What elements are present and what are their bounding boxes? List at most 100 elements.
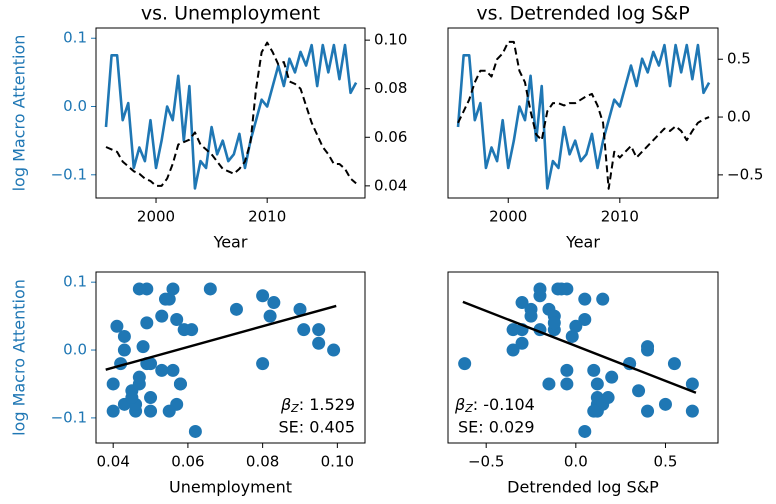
- fit-line: [462, 300, 697, 394]
- x-tick-label: 2010: [248, 208, 286, 226]
- scatter-point: [117, 329, 131, 343]
- y2-tick-label: 0.06: [374, 128, 407, 146]
- x-tick-label: 2000: [137, 208, 175, 226]
- plot-area: [458, 282, 699, 438]
- scatter-point: [632, 384, 646, 398]
- scatter-point: [515, 336, 529, 350]
- plot-area: [104, 41, 358, 190]
- axes-frame: [447, 271, 719, 444]
- x-tick-label: 0.0: [564, 453, 588, 471]
- scatter-point: [166, 363, 180, 377]
- scatter-point: [263, 309, 277, 323]
- scatter-point: [267, 296, 281, 310]
- y-tick-label: 0.0: [63, 341, 87, 359]
- y2-tick-label: 0.0: [727, 108, 751, 126]
- scatter-point: [601, 391, 615, 405]
- axes-frame: [95, 27, 366, 199]
- scatter-point: [312, 336, 326, 350]
- y-tick-label: −0.1: [51, 165, 87, 183]
- line-series: [456, 43, 711, 190]
- line-series: [457, 40, 710, 190]
- scatter-point: [110, 319, 124, 333]
- y-axis-label: log Macro Attention: [10, 35, 29, 192]
- x-tick-label: 0.5: [654, 453, 678, 471]
- scatter-point: [144, 404, 158, 418]
- y2-tick-label: −0.5: [727, 165, 763, 183]
- annotation-se: SE: 0.405: [278, 418, 355, 437]
- scatter-point: [106, 377, 120, 391]
- scatter-point: [506, 323, 520, 337]
- scatter-point: [590, 377, 604, 391]
- line-series: [105, 41, 357, 187]
- beta-value: : 1.529: [299, 395, 355, 414]
- y-tick-label: −0.1: [51, 408, 87, 426]
- scatter-point: [229, 302, 243, 316]
- annotation-beta: βZ: 1.529: [280, 395, 355, 416]
- x-tick-label: 2010: [601, 208, 639, 226]
- x-axis-label: Detrended log S&P: [507, 478, 659, 497]
- scatter-point: [569, 319, 583, 333]
- x-tick-label: 0.10: [321, 453, 354, 471]
- plot-area: [456, 40, 711, 190]
- scatter-point: [185, 323, 199, 337]
- scatter-point: [136, 340, 150, 354]
- scatter-point: [155, 309, 169, 323]
- scatter-point: [560, 282, 574, 296]
- scatter-point: [293, 302, 307, 316]
- subplot: vs. Detrended log S&P Year 2000 2010 −0.5 0.0…: [447, 3, 763, 252]
- y2-tick-label: 0.08: [374, 79, 407, 97]
- scatter-point: [515, 296, 529, 310]
- scatter-point: [547, 316, 561, 330]
- scatter-point: [170, 313, 184, 326]
- plot-area: [105, 282, 341, 438]
- x-tick-label: −0.5: [468, 453, 504, 471]
- scatter-point: [125, 391, 139, 405]
- scatter-point: [106, 404, 120, 418]
- subplot: Detrended log S&P−0.5 0.0 0.5 βZ: -0.104 SE:…: [447, 271, 719, 497]
- scatter-point: [560, 363, 574, 377]
- line-series: [104, 43, 358, 190]
- scatter-point: [132, 370, 146, 384]
- x-tick-label: 0.04: [96, 453, 129, 471]
- beta-subscript: Z: [464, 402, 473, 415]
- scatter-point: [596, 292, 610, 306]
- axes-frame: [447, 27, 719, 199]
- scatter-point: [327, 343, 341, 357]
- x-axis-label: Unemployment: [169, 478, 292, 497]
- scatter-point: [166, 282, 180, 296]
- scatter-point: [685, 377, 699, 391]
- scatter-point: [587, 363, 601, 377]
- scatter-point: [533, 282, 547, 296]
- y-tick-label: 0.1: [63, 273, 87, 291]
- scatter-point: [256, 357, 270, 371]
- scatter-point: [641, 404, 655, 418]
- scatter-point: [256, 289, 270, 303]
- beta-symbol: β: [280, 395, 291, 414]
- scatter-point: [117, 343, 131, 357]
- scatter-point: [578, 313, 592, 326]
- scatter-point: [158, 292, 172, 306]
- x-axis-label: Year: [213, 233, 248, 252]
- subplot: vs. Unemployment Year log Macro Attention 2…: [10, 3, 408, 252]
- scatter-point: [162, 404, 176, 418]
- scatter-point: [641, 343, 655, 357]
- y-tick-label: 0.1: [63, 29, 87, 47]
- scatter-point: [578, 292, 592, 306]
- y2-tick-label: 0.04: [374, 176, 407, 194]
- y-axis-label: log Macro Attention: [10, 279, 29, 436]
- subplot: Unemployment log Macro Attention 0.04 0.06 0…: [10, 271, 366, 497]
- scatter-point: [203, 282, 217, 296]
- scatter-point: [297, 323, 311, 337]
- scatter-point: [658, 397, 672, 411]
- scatter-point: [144, 391, 158, 405]
- y2-tick-label: 0.10: [374, 31, 407, 49]
- annotation-beta: βZ: -0.104: [454, 395, 535, 416]
- scatter-point: [188, 424, 202, 438]
- scatter-point: [173, 377, 187, 391]
- x-axis-label: Year: [565, 233, 600, 252]
- annotation-se: SE: 0.029: [458, 418, 535, 437]
- fit-line: [105, 304, 337, 371]
- y2-tick-label: 0.5: [727, 50, 751, 68]
- y-tick-label: 0.0: [63, 97, 87, 115]
